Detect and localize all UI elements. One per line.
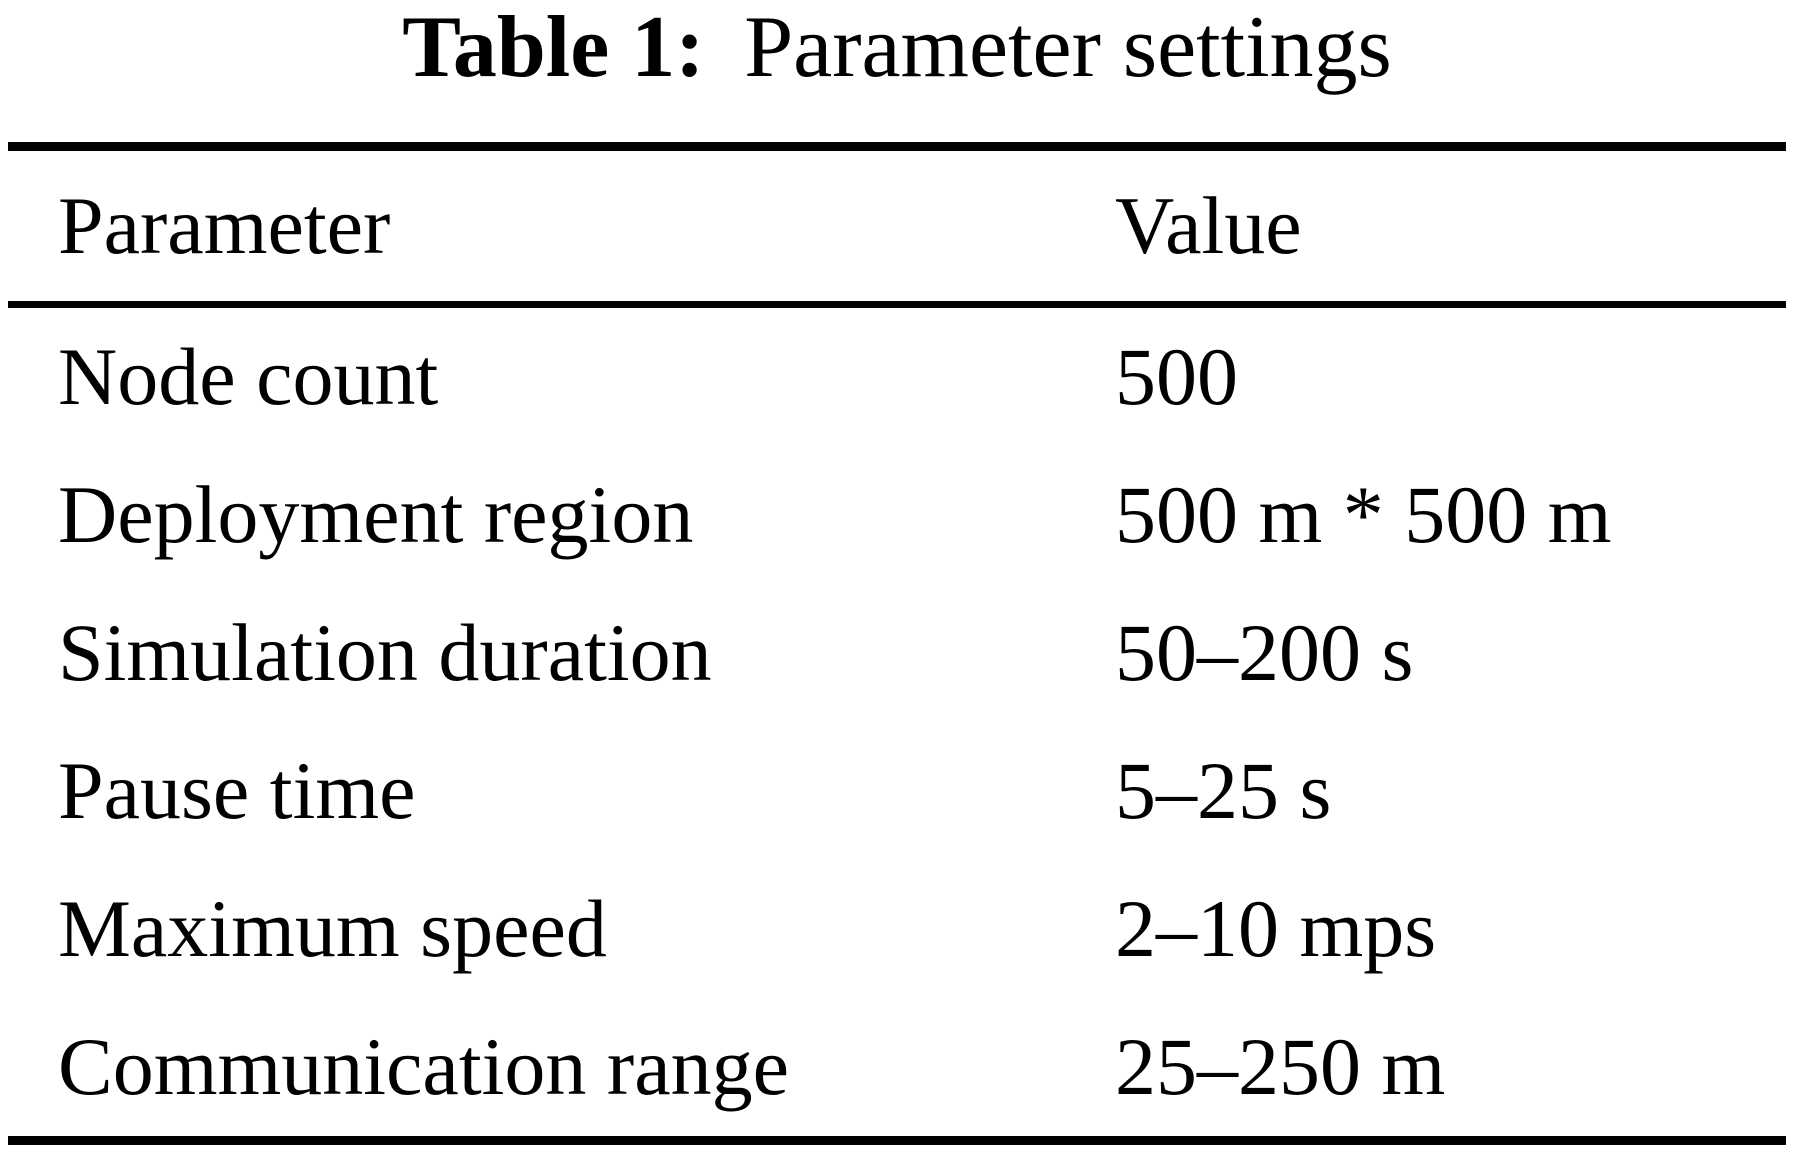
table-caption: Table 1: Parameter settings — [0, 0, 1794, 142]
column-header-value: Value — [1115, 180, 1302, 271]
value-cell: 500 — [1115, 331, 1238, 422]
table-row: Maximum speed 2–10 mps — [0, 860, 1794, 998]
parameter-cell: Deployment region — [58, 469, 694, 560]
parameter-cell: Maximum speed — [58, 883, 607, 974]
parameter-cell: Communication range — [58, 1021, 789, 1112]
column-header-parameter: Parameter — [58, 180, 391, 271]
table-caption-label: Table 1: — [402, 0, 705, 96]
table-row: Simulation duration 50–200 s — [0, 584, 1794, 722]
value-cell: 25–250 m — [1115, 1021, 1446, 1112]
value-cell: 500 m * 500 m — [1115, 469, 1612, 560]
table-row: Node count 500 — [0, 308, 1794, 446]
parameter-cell: Simulation duration — [58, 607, 712, 698]
value-cell: 2–10 mps — [1115, 883, 1437, 974]
table-row: Deployment region 500 m * 500 m — [0, 446, 1794, 584]
table-caption-title: Parameter settings — [744, 0, 1392, 96]
value-cell: 50–200 s — [1115, 607, 1414, 698]
table-row: Pause time 5–25 s — [0, 722, 1794, 860]
parameter-cell: Node count — [58, 331, 439, 422]
table-mid-rule — [8, 301, 1786, 308]
table-header-row: Parameter Value — [0, 151, 1794, 301]
value-cell: 5–25 s — [1115, 745, 1332, 836]
table-bottom-rule — [8, 1136, 1786, 1145]
parameter-cell: Pause time — [58, 745, 416, 836]
table-row: Communication range 25–250 m — [0, 998, 1794, 1136]
table-top-rule — [8, 142, 1786, 151]
